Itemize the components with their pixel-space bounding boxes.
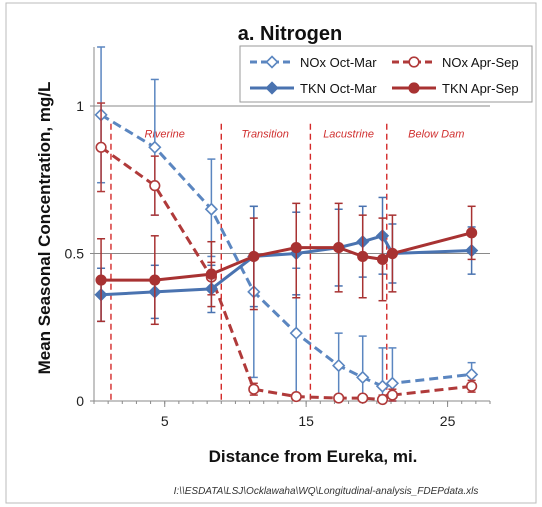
legend-label-2: TKN Oct-Mar	[300, 81, 377, 96]
series-layer	[94, 46, 479, 406]
legend-label-3: TKN Apr-Sep	[442, 81, 519, 96]
series-line-0	[100, 113, 472, 388]
point-0-6	[356, 370, 370, 385]
point-3-3	[248, 250, 260, 263]
chart-frame	[5, 2, 537, 504]
zone-layer: Riverine Transition Lacustrine Below Dam	[110, 123, 464, 401]
x-tick-label-1: 15	[298, 413, 314, 429]
point-1-5	[333, 392, 345, 404]
y-tick-label-1: 0.5	[65, 246, 85, 262]
point-0-5	[332, 358, 346, 373]
point-3-1	[149, 274, 161, 286]
series-3	[95, 202, 478, 326]
legend-marker-0	[265, 55, 279, 69]
point-1-7	[376, 393, 389, 406]
series-line-3	[101, 231, 472, 282]
point-3-5	[333, 242, 345, 254]
point-0-1	[148, 140, 162, 154]
legend-label-0: NOx Oct-Mar	[300, 55, 377, 70]
point-1-8	[386, 389, 399, 401]
x-axis-title: Distance from Eureka, mi.	[209, 447, 418, 466]
legend-marker-3	[408, 82, 420, 94]
y-tick-label-0: 0	[76, 393, 84, 409]
point-1-6	[357, 392, 369, 404]
point-3-4	[290, 242, 302, 254]
zone-label-3: Below Dam	[408, 129, 464, 141]
point-1-4	[290, 390, 302, 403]
source-file-path: I:\\ESDATA\LSJ\Ocklawaha\WQ\Longitudinal…	[174, 486, 479, 497]
zone-label-0: Riverine	[145, 129, 185, 141]
legend-marker-2	[265, 81, 279, 95]
point-3-7	[376, 253, 389, 265]
point-1-3	[248, 383, 260, 395]
legend-label-1: NOx Apr-Sep	[442, 55, 519, 70]
series-1	[95, 102, 478, 406]
zone-label-1: Transition	[241, 129, 288, 141]
y-tick-label-2: 1	[76, 98, 84, 114]
point-1-9	[466, 380, 478, 392]
point-0-7	[375, 379, 390, 393]
axis-layer: 00.515 15 25	[65, 47, 491, 429]
point-0-2	[204, 202, 219, 216]
series-line-2	[101, 234, 472, 297]
point-0-4	[289, 326, 303, 340]
y-axis-title: Mean Seasonal Concentration, mg/L	[35, 82, 54, 375]
x-tick-label-2: 25	[440, 413, 456, 429]
point-1-1	[149, 180, 161, 192]
point-3-8	[386, 247, 399, 260]
point-3-0	[95, 274, 107, 286]
point-3-9	[466, 227, 478, 239]
point-3-2	[205, 268, 217, 280]
legend-marker-1	[408, 56, 420, 68]
legend: NOx Oct-Mar NOx Apr-Sep TKN Oct-Mar TKN Apr…	[239, 45, 533, 103]
x-tick-label-0: 5	[161, 413, 169, 429]
chart-title: a. Nitrogen	[238, 23, 342, 45]
legend-box	[239, 45, 533, 103]
zone-label-2: Lacustrine	[323, 129, 374, 141]
point-1-0	[95, 141, 107, 153]
point-3-6	[357, 250, 369, 263]
